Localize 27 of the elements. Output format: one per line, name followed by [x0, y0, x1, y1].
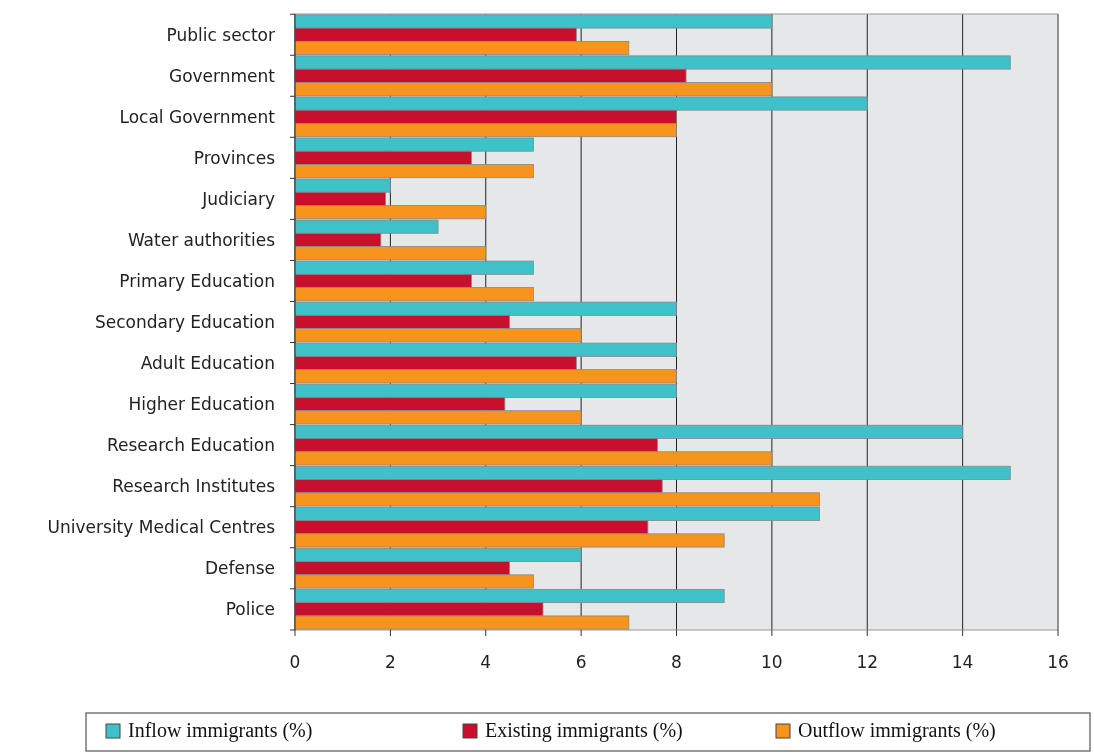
y-tick-label: Local Government: [119, 106, 276, 127]
y-tick-label: Judiciary: [201, 188, 275, 209]
y-tick-label: Adult Education: [140, 352, 275, 373]
x-tick-label: 0: [289, 652, 301, 672]
x-tick-label: 2: [384, 652, 396, 672]
legend-label: Outflow immigrants (%): [798, 719, 996, 742]
x-tick-label: 12: [856, 652, 879, 672]
y-tick-label: University Medical Centres: [47, 517, 276, 538]
y-tick-label: Primary Education: [119, 270, 275, 291]
x-tick-label: 8: [671, 652, 682, 672]
y-tick-label: Research Education: [106, 435, 275, 456]
y-tick-label: Police: [225, 599, 275, 620]
x-tick-label: 14: [951, 652, 974, 672]
y-tick-label: Provinces: [193, 147, 276, 168]
y-tick-label: Higher Education: [128, 394, 275, 415]
legend-label: Inflow immigrants (%): [128, 719, 313, 742]
y-tick-label: Government: [168, 65, 276, 86]
x-tick-label: 10: [761, 652, 783, 672]
y-tick-label: Public sector: [166, 24, 276, 45]
x-tick-label: 6: [575, 652, 587, 672]
x-tick-label: 4: [480, 652, 492, 672]
legend-label: Existing immigrants (%): [485, 719, 683, 742]
x-tick-label: 16: [1047, 652, 1069, 672]
y-tick-label: Water authorities: [127, 229, 276, 250]
y-tick-label: Research Institutes: [112, 476, 276, 497]
y-tick-label: Secondary Education: [94, 311, 275, 332]
y-tick-label: Defense: [204, 558, 275, 579]
